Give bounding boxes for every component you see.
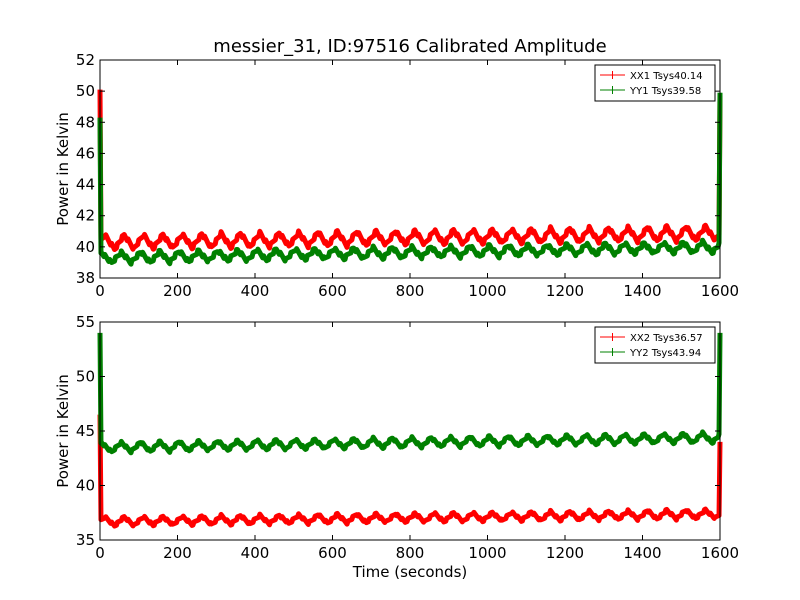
x-tick-label: 1400 (623, 282, 661, 300)
top-legend-label-yy1: YY1 Tsys39.58 (629, 86, 701, 97)
y-tick-label: 52 (76, 51, 95, 69)
bottom-panel: Power in Kelvin Time (seconds) 0 200 400 60… (54, 313, 739, 581)
bottom-legend: XX2 Tsys36.57 YY2 Tsys43.94 (594, 326, 716, 364)
x-tick-label: 1600 (701, 282, 739, 300)
x-tick-label: 1600 (701, 544, 739, 562)
x-tick-label: 800 (396, 544, 425, 562)
y-tick-label: 35 (76, 531, 95, 549)
top-legend-box (594, 64, 716, 102)
x-tick-label: 800 (396, 282, 425, 300)
top-series-group (97, 89, 723, 267)
series-trace-xx1 (99, 89, 721, 251)
bottom-legend-label-xx2: XX2 Tsys36.57 (630, 333, 703, 344)
x-tick-label: 400 (241, 544, 270, 562)
top-legend: XX1 Tsys40.14 YY1 Tsys39.58 (594, 64, 716, 102)
bottom-series-group (97, 332, 723, 529)
x-tick-label: 200 (163, 282, 192, 300)
series-trace-xx2 (99, 414, 721, 527)
x-tick-label: 1000 (468, 544, 506, 562)
top-legend-label-xx1: XX1 Tsys40.14 (630, 71, 703, 82)
series-trace-yy1 (99, 92, 721, 266)
y-tick-label: 50 (76, 82, 95, 100)
y-tick-label: 46 (76, 144, 95, 162)
top-ticks: 0 200 400 600 800 1000 1200 1400 1600 38 40 42 44 46 4… (76, 51, 739, 300)
y-tick-label: 48 (76, 113, 95, 131)
x-tick-label: 1400 (623, 544, 661, 562)
x-tick-label: 600 (318, 282, 347, 300)
bottom-y-axis-label: Power in Kelvin (54, 374, 72, 488)
x-tick-label: 600 (318, 544, 347, 562)
y-tick-label: 45 (76, 422, 95, 440)
y-tick-label: 50 (76, 368, 95, 386)
y-tick-label: 40 (76, 238, 95, 256)
x-tick-label: 0 (95, 282, 105, 300)
top-y-axis-label: Power in Kelvin (54, 112, 72, 226)
y-tick-label: 40 (76, 477, 95, 495)
y-tick-label: 44 (76, 176, 95, 194)
y-tick-label: 55 (76, 313, 95, 331)
x-tick-label: 0 (95, 544, 105, 562)
bottom-ticks: 0 200 400 600 800 1000 1200 1400 1600 35 40 45 50 55 (76, 313, 739, 562)
x-tick-label: 1200 (546, 282, 584, 300)
bottom-legend-box (594, 326, 716, 364)
top-panel: messier_31, ID:97516 Calibrated Amplitud… (54, 36, 739, 300)
y-tick-label: 38 (76, 269, 95, 287)
x-tick-label: 1000 (468, 282, 506, 300)
y-tick-label: 42 (76, 207, 95, 225)
x-axis-label: Time (seconds) (352, 563, 468, 581)
x-tick-label: 200 (163, 544, 192, 562)
x-tick-label: 1200 (546, 544, 584, 562)
series-trace-yy2 (99, 332, 721, 454)
x-tick-label: 400 (241, 282, 270, 300)
bottom-legend-label-yy2: YY2 Tsys43.94 (629, 348, 701, 359)
chart-title: messier_31, ID:97516 Calibrated Amplitud… (213, 36, 606, 57)
